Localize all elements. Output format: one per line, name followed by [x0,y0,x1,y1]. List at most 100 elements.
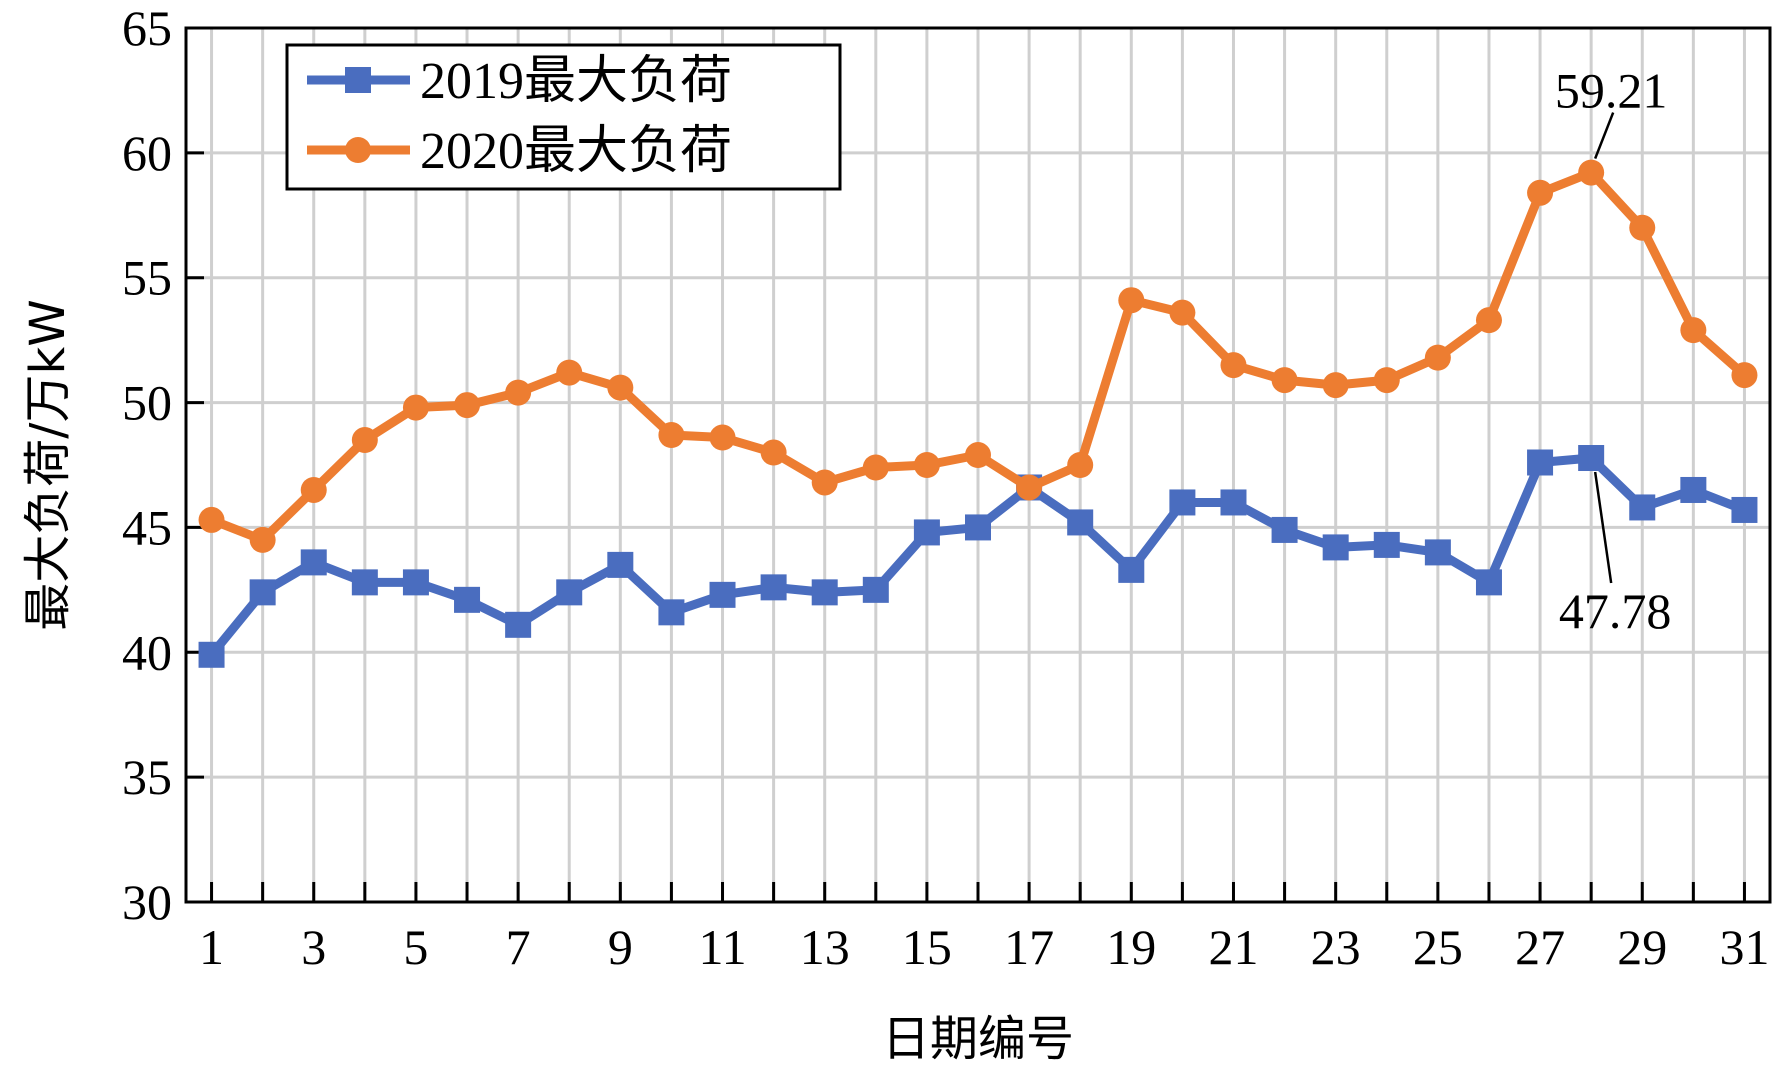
legend-label-1: 2020最大负荷 [420,123,732,180]
y-axis-title: 最大负荷/万kW [20,299,76,630]
data-point-1-13 [811,469,838,496]
data-point-1-2 [249,526,276,553]
annotation-leader-0 [1593,112,1615,160]
data-point-1-29 [1629,214,1656,241]
annotation-leader-1 [1593,471,1613,584]
x-tick-label-25: 25 [1413,919,1463,975]
data-point-0-26 [1475,569,1502,596]
data-point-1-26 [1475,307,1502,334]
ticks: 1 3 5 7 9 11 13 15 17 19 21 23 25 27 29 313035404550556… [122,0,1769,975]
x-tick-label-13: 13 [800,919,850,975]
data-point-0-25 [1424,539,1451,566]
x-tick-label-29: 29 [1617,919,1667,975]
data-point-0-1 [198,641,225,668]
data-point-0-21 [1220,489,1247,516]
data-point-1-20 [1169,299,1196,326]
series-0 [198,445,1758,668]
data-point-0-31 [1731,496,1758,523]
data-point-1-31 [1731,362,1758,389]
x-tick-label-5: 5 [403,919,428,975]
data-point-1-10 [658,422,685,449]
y-tick-label-30: 30 [122,874,172,930]
legend: 2019最大负荷 2020最大负荷 [285,43,842,191]
data-point-0-28 [1578,445,1605,472]
data-point-1-9 [607,374,634,401]
data-point-1-22 [1271,367,1298,394]
series-layer [198,159,1758,668]
y-tick-label-40: 40 [122,624,172,680]
data-point-0-8 [556,579,583,606]
data-point-1-27 [1527,179,1554,206]
data-point-1-18 [1067,452,1094,478]
data-point-1-30 [1680,317,1707,344]
x-tick-label-21: 21 [1208,919,1258,975]
annotation-label-1: 47.78 [1559,583,1672,639]
y-tick-label-65: 65 [122,0,172,56]
y-tick-label-55: 55 [122,250,172,306]
x-tick-label-31: 31 [1719,919,1769,975]
data-point-1-17 [1016,474,1043,501]
data-point-1-12 [760,439,787,466]
data-point-1-1 [198,506,225,533]
x-tick-label-19: 19 [1106,919,1156,975]
annotations: 59.21 47.78 [1555,63,1672,639]
x-tick-label-3: 3 [301,919,326,975]
data-point-1-7 [505,379,532,406]
data-point-0-29 [1629,494,1656,521]
data-point-0-2 [249,579,276,606]
x-tick-label-27: 27 [1515,919,1565,975]
x-tick-label-15: 15 [902,919,952,975]
data-point-0-3 [300,549,327,576]
data-point-0-10 [658,599,685,626]
data-point-1-21 [1220,352,1247,379]
legend-box [285,43,842,191]
x-tick-label-7: 7 [506,919,531,975]
data-point-1-24 [1373,367,1400,394]
x-tick-label-1: 1 [199,919,224,975]
data-point-0-12 [760,574,787,601]
data-point-1-4 [351,427,378,454]
x-tick-label-17: 17 [1004,919,1054,975]
data-point-1-11 [709,424,736,451]
data-point-0-6 [454,586,481,613]
data-point-0-16 [965,514,991,541]
data-point-0-15 [913,519,940,546]
y-tick-label-50: 50 [122,375,172,431]
data-point-0-11 [709,581,736,608]
legend-swatch-marker-1 [345,137,371,163]
data-point-0-23 [1322,534,1349,561]
y-tick-label-60: 60 [122,125,172,181]
x-tick-label-9: 9 [608,919,633,975]
data-point-0-20 [1169,489,1196,516]
data-point-1-23 [1322,372,1349,399]
data-point-1-25 [1424,344,1451,371]
data-point-0-9 [607,551,634,578]
series-1 [198,159,1758,553]
x-tick-label-23: 23 [1311,919,1361,975]
data-point-0-30 [1680,476,1707,503]
data-point-1-8 [556,359,583,386]
y-tick-label-45: 45 [122,499,172,555]
y-tick-label-35: 35 [122,749,172,805]
data-point-1-15 [913,452,940,478]
data-point-0-24 [1373,531,1400,558]
legend-label-0: 2019最大负荷 [420,53,732,110]
data-point-1-3 [300,476,327,503]
data-point-0-22 [1271,516,1298,543]
data-point-1-5 [402,394,429,421]
data-point-0-13 [811,579,838,606]
legend-swatch-marker-0 [345,67,371,93]
annotation-label-0: 59.21 [1555,63,1668,119]
data-point-0-14 [862,576,889,603]
x-tick-label-11: 11 [698,919,746,975]
x-axis-title: 日期编号 [882,1011,1074,1067]
data-point-0-4 [351,569,378,596]
data-point-0-7 [505,611,532,638]
data-point-0-19 [1118,556,1145,583]
data-point-1-16 [965,442,991,469]
data-point-1-19 [1118,287,1145,314]
data-point-0-5 [402,569,429,596]
data-point-1-14 [862,454,889,481]
data-point-1-6 [454,392,481,419]
data-point-0-18 [1067,509,1094,536]
